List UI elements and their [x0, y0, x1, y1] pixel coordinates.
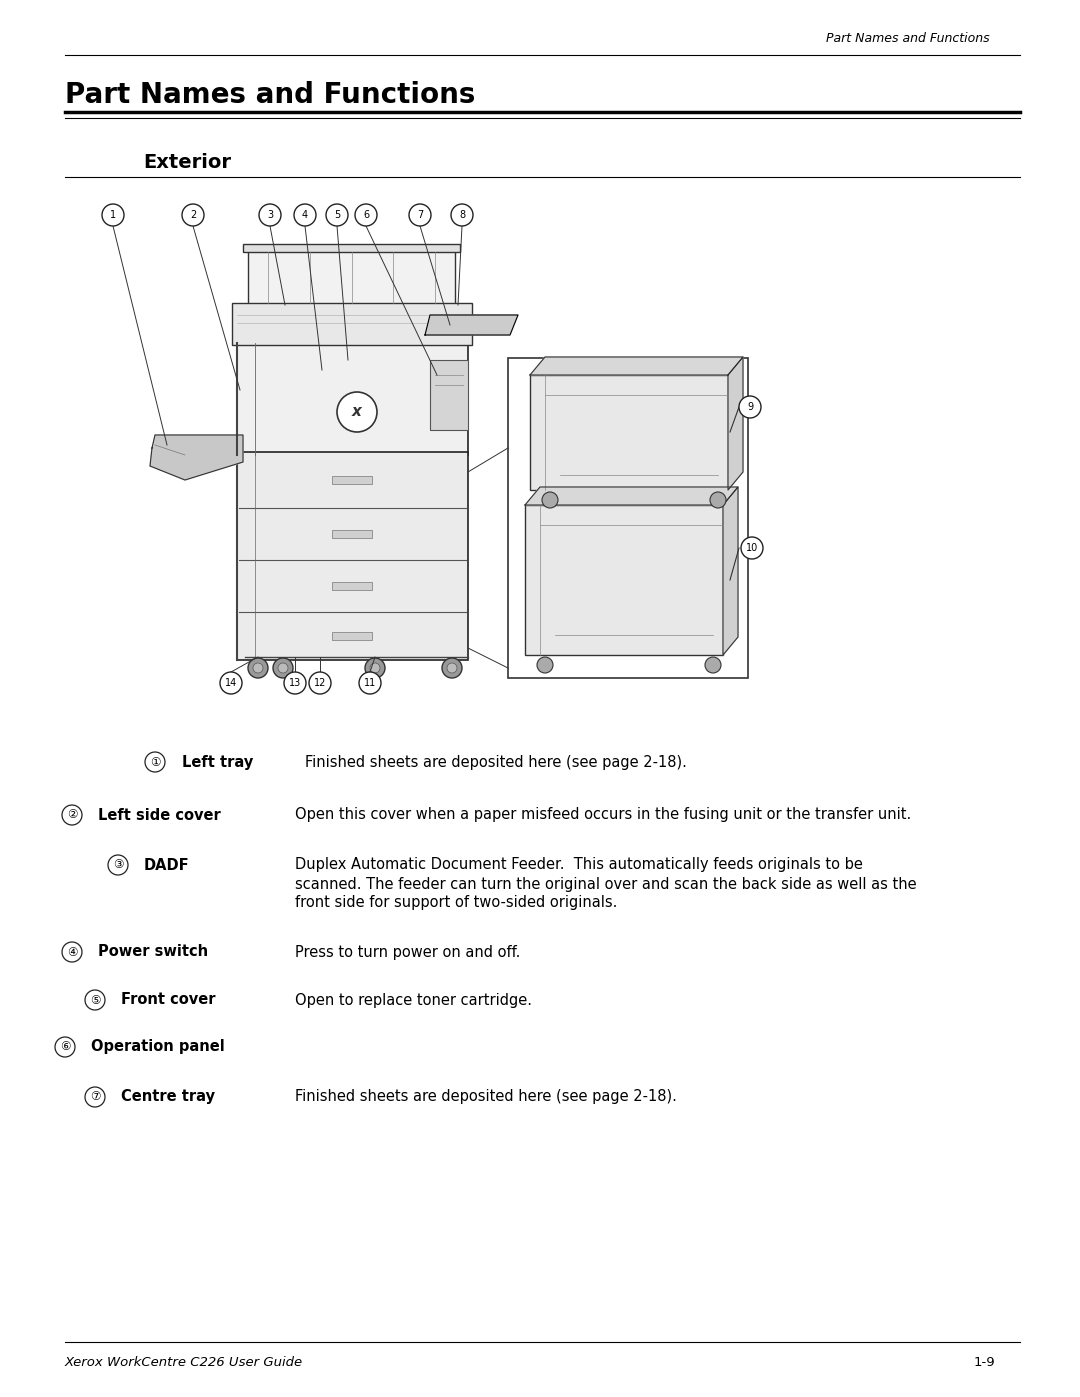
Circle shape — [102, 204, 124, 226]
Bar — [237, 344, 468, 455]
Text: 2: 2 — [190, 210, 197, 219]
Text: Power switch: Power switch — [98, 944, 208, 960]
Polygon shape — [530, 358, 743, 374]
Text: ⑥: ⑥ — [59, 1041, 70, 1053]
Polygon shape — [525, 488, 738, 504]
Text: ④: ④ — [67, 946, 78, 958]
Bar — [332, 529, 372, 538]
Text: x: x — [352, 405, 362, 419]
Bar — [332, 476, 372, 483]
Circle shape — [85, 990, 105, 1010]
Text: Part Names and Functions: Part Names and Functions — [65, 81, 475, 109]
Circle shape — [370, 664, 380, 673]
Circle shape — [220, 672, 242, 694]
Text: Exterior: Exterior — [143, 152, 231, 172]
Text: Duplex Automatic Document Feeder.  This automatically feeds originals to be: Duplex Automatic Document Feeder. This a… — [295, 858, 863, 873]
Circle shape — [309, 672, 330, 694]
Bar — [525, 504, 723, 655]
Circle shape — [537, 657, 553, 673]
Text: 1: 1 — [110, 210, 116, 219]
Circle shape — [355, 204, 377, 226]
Text: Left tray: Left tray — [183, 754, 253, 770]
Bar — [232, 303, 472, 345]
Bar — [530, 374, 728, 490]
Circle shape — [741, 536, 762, 559]
Text: 3: 3 — [267, 210, 273, 219]
Text: Open this cover when a paper misfeed occurs in the fusing unit or the transfer u: Open this cover when a paper misfeed occ… — [295, 807, 912, 823]
Text: ⑤: ⑤ — [90, 993, 100, 1006]
Circle shape — [294, 204, 316, 226]
Circle shape — [705, 657, 721, 673]
Circle shape — [542, 492, 558, 509]
Polygon shape — [723, 488, 738, 655]
Text: 1-9: 1-9 — [973, 1356, 995, 1369]
Text: Finished sheets are deposited here (see page 2-18).: Finished sheets are deposited here (see … — [305, 754, 687, 770]
Circle shape — [442, 658, 462, 678]
Text: Front cover: Front cover — [121, 992, 216, 1007]
Circle shape — [145, 752, 165, 773]
Circle shape — [278, 664, 288, 673]
Circle shape — [409, 204, 431, 226]
Text: Xerox WorkCentre C226 User Guide: Xerox WorkCentre C226 User Guide — [65, 1356, 303, 1369]
Circle shape — [253, 664, 264, 673]
Text: 13: 13 — [288, 678, 301, 687]
Text: front side for support of two-sided originals.: front side for support of two-sided orig… — [295, 895, 618, 911]
Circle shape — [451, 204, 473, 226]
Circle shape — [365, 658, 384, 678]
Circle shape — [359, 672, 381, 694]
Circle shape — [710, 492, 726, 509]
Text: ①: ① — [150, 756, 160, 768]
Circle shape — [259, 204, 281, 226]
Circle shape — [62, 805, 82, 826]
Polygon shape — [150, 434, 243, 481]
Polygon shape — [426, 314, 518, 335]
Bar — [332, 583, 372, 590]
Text: ⑦: ⑦ — [90, 1091, 100, 1104]
Circle shape — [108, 855, 129, 875]
Circle shape — [337, 393, 377, 432]
Bar — [508, 358, 748, 678]
Text: 14: 14 — [225, 678, 238, 687]
Text: DADF: DADF — [144, 858, 190, 873]
Circle shape — [62, 942, 82, 963]
Text: 4: 4 — [302, 210, 308, 219]
Text: Finished sheets are deposited here (see page 2-18).: Finished sheets are deposited here (see … — [295, 1090, 677, 1105]
Text: Part Names and Functions: Part Names and Functions — [826, 32, 990, 45]
Text: Open to replace toner cartridge.: Open to replace toner cartridge. — [295, 992, 532, 1007]
Circle shape — [273, 658, 293, 678]
Text: 11: 11 — [364, 678, 376, 687]
Text: ③: ③ — [112, 859, 123, 872]
Bar — [237, 453, 468, 659]
Circle shape — [55, 1037, 75, 1058]
Text: 9: 9 — [747, 402, 753, 412]
Bar — [332, 631, 372, 640]
FancyBboxPatch shape — [243, 244, 460, 251]
Text: Left side cover: Left side cover — [98, 807, 220, 823]
Text: Centre tray: Centre tray — [121, 1090, 215, 1105]
Text: 10: 10 — [746, 543, 758, 553]
Text: 12: 12 — [314, 678, 326, 687]
Text: 7: 7 — [417, 210, 423, 219]
Polygon shape — [728, 358, 743, 490]
Circle shape — [284, 672, 306, 694]
Text: 5: 5 — [334, 210, 340, 219]
Circle shape — [183, 204, 204, 226]
Circle shape — [85, 1087, 105, 1106]
Text: scanned. The feeder can turn the original over and scan the back side as well as: scanned. The feeder can turn the origina… — [295, 876, 917, 891]
Text: ②: ② — [67, 809, 78, 821]
Text: Press to turn power on and off.: Press to turn power on and off. — [295, 944, 521, 960]
Circle shape — [739, 395, 761, 418]
Text: 6: 6 — [363, 210, 369, 219]
Text: Operation panel: Operation panel — [91, 1039, 225, 1055]
Circle shape — [326, 204, 348, 226]
Bar — [248, 247, 455, 305]
Text: 8: 8 — [459, 210, 465, 219]
Bar — [430, 360, 468, 430]
Circle shape — [248, 658, 268, 678]
Circle shape — [447, 664, 457, 673]
